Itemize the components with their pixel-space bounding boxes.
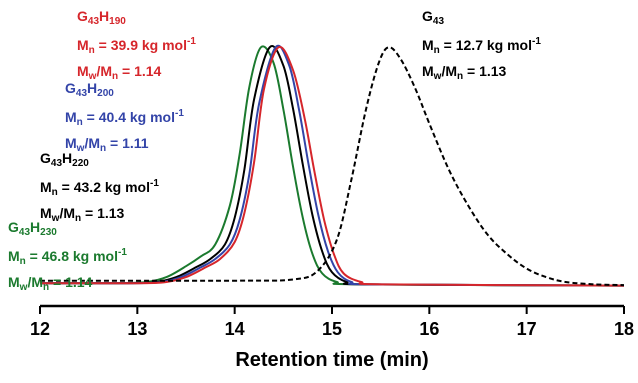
annotation-dispersity: Mw/Mn = 1.13	[422, 63, 507, 82]
annotation-title: G43H230	[8, 219, 57, 238]
annotation-dispersity: Mw/Mn = 1.11	[65, 135, 149, 154]
annotation-mn: Mn = 46.8 kg mol-1	[8, 247, 127, 267]
series-line-g43	[39, 46, 625, 287]
annotation-dispersity: Mw/Mn = 1.14	[8, 274, 93, 293]
x-tick-label: 15	[322, 319, 342, 339]
annotation-title: G43H200	[65, 80, 114, 99]
annotation-mn: Mn = 43.2 kg mol-1	[40, 178, 159, 198]
x-tick-label: 14	[225, 319, 245, 339]
annotation-g43h220: G43H220 Mn = 43.2 kg mol-1 Mw/Mn = 1.13	[40, 150, 159, 231]
annotation-mn: Mn = 12.7 kg mol-1	[422, 36, 541, 56]
x-tick-label: 18	[614, 319, 634, 339]
series-line-g43h230	[39, 45, 625, 287]
x-tick-label: 17	[517, 319, 537, 339]
annotation-title: G43H220	[40, 150, 89, 169]
x-axis-title: Retention time (min)	[235, 349, 428, 371]
annotation-title: G43H190	[77, 8, 126, 27]
x-tick-label: 13	[127, 319, 147, 339]
annotation-dispersity: Mw/Mn = 1.14	[77, 63, 162, 82]
x-tick-label: 16	[419, 319, 439, 339]
annotation-mn: Mn = 39.9 kg mol-1	[77, 36, 196, 56]
annotation-g43h200: G43H200 Mn = 40.4 kg mol-1 Mw/Mn = 1.11	[65, 80, 184, 161]
annotation-g43h190: G43H190 Mn = 39.9 kg mol-1 Mw/Mn = 1.14	[77, 8, 196, 89]
annotation-title: G43	[422, 8, 445, 27]
annotation-g43h230: G43H230 Mn = 46.8 kg mol-1 Mw/Mn = 1.14	[8, 219, 127, 300]
series-line-g43h220	[39, 45, 625, 287]
annotation-dispersity: Mw/Mn = 1.13	[40, 205, 125, 224]
x-tick-label: 12	[30, 319, 50, 339]
annotation-g43: G43 Mn = 12.7 kg mol-1 Mw/Mn = 1.13	[422, 8, 541, 89]
x-axis-ticks: 12 13 14 15 16 17 18	[30, 306, 634, 339]
series-line-g43h190	[39, 45, 625, 287]
curves-group	[39, 44, 625, 287]
annotation-mn: Mn = 40.4 kg mol-1	[65, 108, 184, 128]
series-line-g43h200	[39, 44, 625, 287]
